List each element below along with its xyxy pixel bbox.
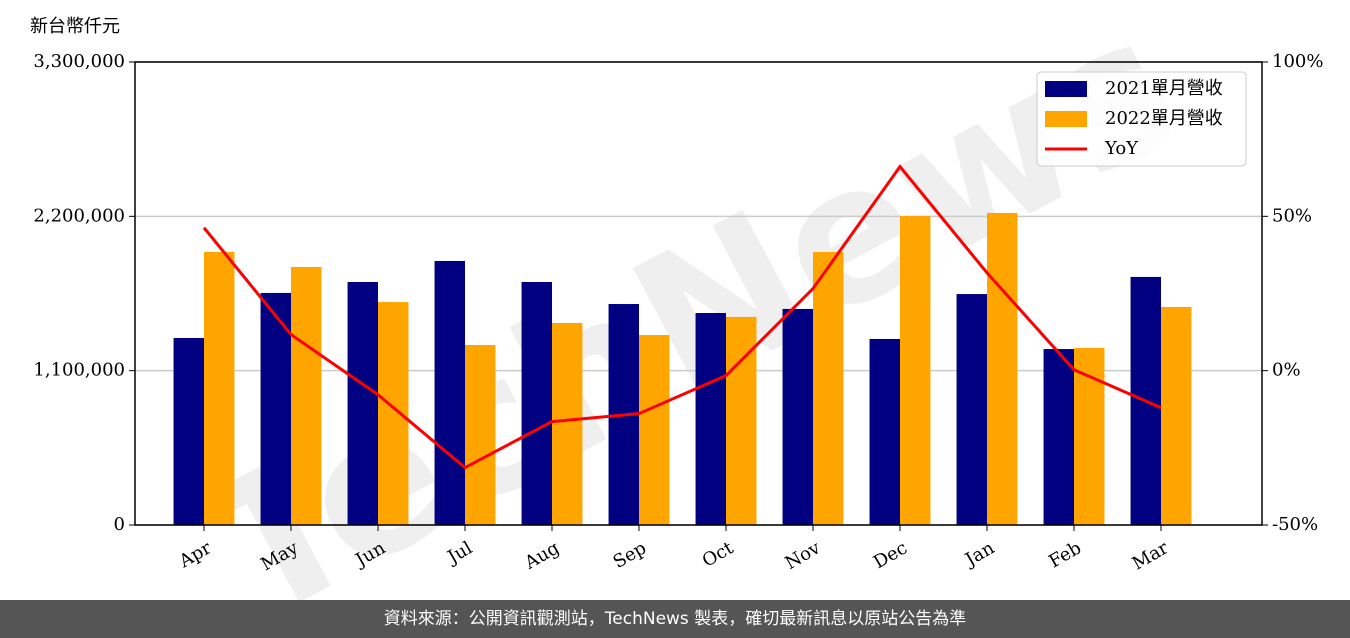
x-tick-label: Oct: [699, 537, 738, 572]
y-tick-label: 2,200,000: [33, 205, 125, 226]
bar: [204, 251, 235, 525]
bar: [521, 281, 552, 525]
bar: [291, 266, 322, 525]
bar: [900, 216, 931, 525]
bar: [639, 335, 670, 525]
bar: [465, 344, 496, 525]
bar: [347, 281, 378, 525]
line: [202, 164, 1162, 470]
bar: [956, 294, 987, 525]
x-tick-label: Mar: [1129, 537, 1173, 574]
bar: [1074, 347, 1105, 525]
y-tick-label: 0: [114, 514, 125, 535]
footer: 資料來源：公開資訊觀測站，TechNews 製表，確切最新訊息以原站公告為準: [0, 600, 1350, 638]
bar: [695, 313, 726, 525]
y2-tick-label: 100%: [1272, 51, 1323, 72]
legend-swatch: [1045, 111, 1087, 127]
y2-tick-label: -50%: [1272, 514, 1318, 535]
y2-tick-label: 0%: [1272, 360, 1301, 381]
bar: [378, 302, 409, 525]
bar: [552, 322, 583, 525]
y-axis-label: 新台幣仟元: [30, 16, 120, 37]
plot-frame: [134, 61, 1263, 526]
legend-label: 2022單月營收: [1105, 108, 1223, 129]
x-tick-label: Dec: [870, 537, 911, 573]
y-tick-label: 3,300,000: [33, 51, 125, 72]
x-tick-label: Feb: [1045, 537, 1085, 572]
bar: [987, 212, 1018, 525]
bar: [813, 251, 844, 525]
x-tick-label: Apr: [175, 537, 215, 572]
x-tick-label: Jan: [960, 537, 998, 571]
x-tick-label: Nov: [782, 537, 825, 574]
legend-label: 2021單月營收: [1105, 78, 1223, 99]
legend-box: [1036, 71, 1247, 167]
y2-tick-label: 50%: [1272, 205, 1312, 226]
legend-label: YoY: [1104, 138, 1139, 159]
y-tick-label: 1,100,000: [33, 360, 125, 381]
bar: [782, 308, 813, 525]
bar: [173, 337, 204, 525]
bar: [869, 338, 900, 525]
bar: [434, 260, 465, 525]
bar: [1161, 306, 1192, 525]
bar: [1043, 349, 1074, 525]
bar: [260, 292, 291, 525]
legend-swatch: [1045, 81, 1087, 97]
x-tick-label: Sep: [610, 537, 650, 572]
x-tick-label: Aug: [520, 537, 563, 574]
chart: 新台幣仟元 TechNews 01,100,0002,200,0003,300,…: [30, 0, 1323, 638]
